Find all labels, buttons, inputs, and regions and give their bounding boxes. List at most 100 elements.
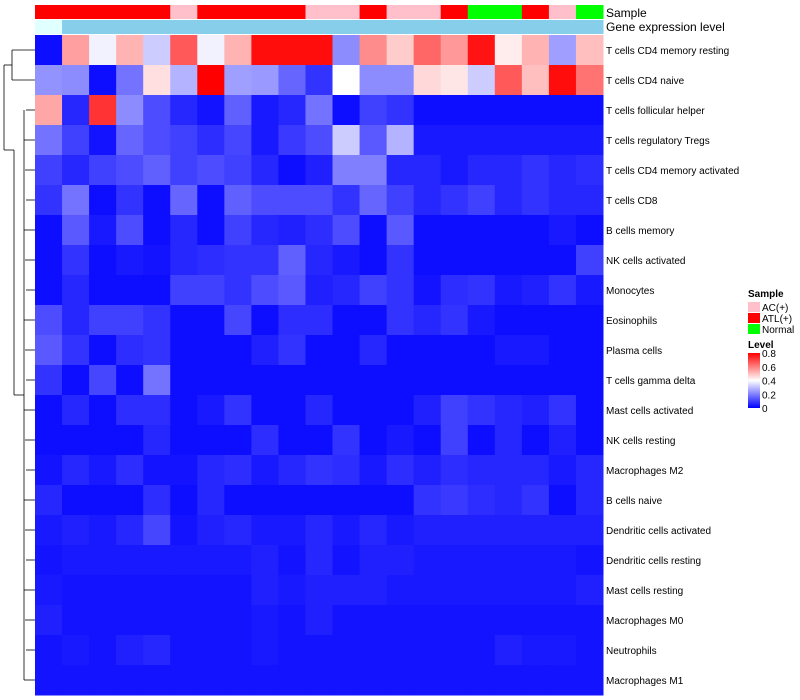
heatmap-cell — [62, 155, 90, 186]
heatmap-cell — [494, 245, 523, 276]
heatmap-cell — [575, 155, 604, 186]
heatmap-cell — [440, 65, 469, 96]
legend-swatch — [748, 324, 760, 334]
legend-level-ticks: 0.8 0.6 0.4 0.2 0 — [762, 349, 776, 415]
row-label: T cells CD4 memory resting — [606, 46, 729, 57]
heatmap-cell — [548, 515, 577, 546]
heatmap-cell — [305, 365, 334, 396]
heatmap-cell — [413, 515, 442, 546]
heatmap-cell — [386, 605, 415, 636]
heatmap-cell — [386, 395, 415, 426]
heatmap-cell — [251, 635, 279, 666]
heatmap-cell — [62, 635, 90, 666]
heatmap-cell — [89, 185, 117, 216]
heatmap-cell — [62, 605, 90, 636]
heatmap-cell — [116, 605, 144, 636]
heatmap-cell — [305, 65, 334, 96]
heatmap-cell — [143, 125, 171, 156]
heatmap-cell — [413, 275, 442, 306]
expression-annotation-cell — [575, 20, 604, 34]
expression-annotation-cell — [35, 20, 63, 34]
heatmap-cell — [224, 485, 252, 516]
heatmap-cell — [116, 155, 144, 186]
heatmap-cell — [278, 65, 306, 96]
heatmap-cell — [224, 395, 252, 426]
heatmap-cell — [548, 365, 577, 396]
heatmap-cell — [440, 275, 469, 306]
heatmap-cell — [440, 155, 469, 186]
row-label: Macrophages M0 — [606, 616, 684, 627]
heatmap-cell — [467, 485, 496, 516]
heatmap-cell — [197, 425, 225, 456]
sample-annotation-cell — [224, 5, 252, 19]
heatmap-cell — [494, 185, 523, 216]
heatmap-cell — [467, 65, 496, 96]
heatmap-cell — [332, 455, 361, 486]
heatmap-cell — [116, 125, 144, 156]
heatmap-cell — [305, 485, 334, 516]
heatmap-cell — [170, 65, 198, 96]
heatmap-cell — [521, 395, 550, 426]
heatmap-cell — [440, 335, 469, 366]
expression-annotation-cell — [143, 20, 171, 34]
heatmap-cell — [278, 635, 306, 666]
legend: Sample AC(+)ATL(+)Normal Level 0.8 0.6 0.4… — [748, 289, 794, 415]
heatmap-cell — [413, 35, 442, 66]
row-label: T cells regulatory Tregs — [606, 136, 710, 147]
sample-annotation-cell — [413, 5, 442, 19]
heatmap-cell — [251, 665, 279, 696]
heatmap-cell — [359, 95, 388, 126]
heatmap-cell — [197, 275, 225, 306]
heatmap-cell — [251, 215, 279, 246]
heatmap-cell — [467, 455, 496, 486]
heatmap-cell — [170, 425, 198, 456]
heatmap-cell — [116, 275, 144, 306]
heatmap-cell — [305, 305, 334, 336]
heatmap-cell — [170, 485, 198, 516]
heatmap-cell — [62, 305, 90, 336]
heatmap-cell — [305, 185, 334, 216]
heatmap-cell — [224, 155, 252, 186]
heatmap-cell — [224, 245, 252, 276]
heatmap-cell — [305, 605, 334, 636]
heatmap-cell — [467, 185, 496, 216]
heatmap-cell — [359, 215, 388, 246]
heatmap-cell — [521, 185, 550, 216]
heatmap-cell — [35, 35, 63, 66]
heatmap-cell — [332, 335, 361, 366]
heatmap-cell — [197, 215, 225, 246]
heatmap-cell — [305, 245, 334, 276]
heatmap-cell — [89, 95, 117, 126]
heatmap-cell — [35, 455, 63, 486]
heatmap-cell — [548, 35, 577, 66]
heatmap-cell — [251, 65, 279, 96]
heatmap-cell — [170, 635, 198, 666]
heatmap-cell — [251, 95, 279, 126]
heatmap-cell — [89, 635, 117, 666]
row-dendrogram — [3, 49, 35, 681]
heatmap-cell — [62, 95, 90, 126]
heatmap-cell — [197, 545, 225, 576]
heatmap-cell — [440, 665, 469, 696]
expression-annotation-cell — [305, 20, 334, 34]
row-label: B cells memory — [606, 226, 674, 237]
heatmap-cell — [305, 635, 334, 666]
heatmap-cell — [521, 245, 550, 276]
heatmap-cell — [386, 95, 415, 126]
heatmap-cell — [89, 425, 117, 456]
heatmap-cell — [359, 575, 388, 606]
heatmap-cell — [251, 605, 279, 636]
heatmap-cell — [359, 65, 388, 96]
heatmap-cell — [251, 395, 279, 426]
heatmap-cell — [575, 635, 604, 666]
legend-level-tick: 0 — [762, 404, 768, 415]
heatmap-cell — [332, 485, 361, 516]
heatmap-cell — [413, 545, 442, 576]
heatmap-cell — [35, 275, 63, 306]
heatmap-cell — [305, 35, 334, 66]
heatmap-cell — [143, 305, 171, 336]
heatmap-cell — [278, 155, 306, 186]
heatmap-cell — [332, 125, 361, 156]
heatmap-cell — [494, 605, 523, 636]
heatmap-cell — [494, 425, 523, 456]
